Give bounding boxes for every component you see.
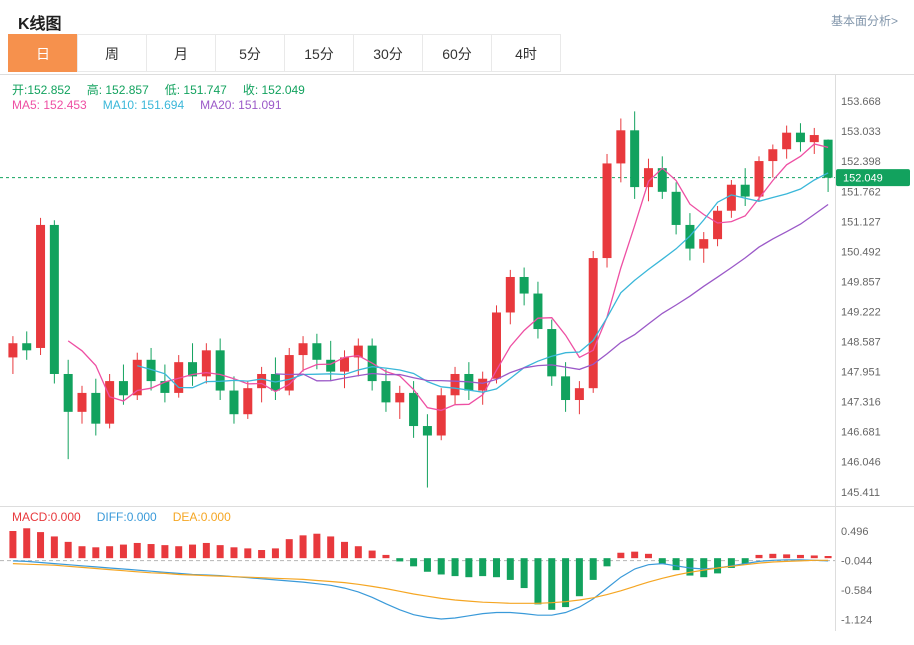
ma5-line: [67, 143, 829, 412]
widget-header: K线图 基本面分析>: [0, 0, 914, 33]
svg-text:152.049: 152.049: [843, 173, 883, 185]
tab-4hour[interactable]: 4时: [491, 34, 561, 72]
fundamental-analysis-link[interactable]: 基本面分析>: [830, 14, 898, 28]
price-axis-label: 147.951: [841, 367, 881, 379]
tab-30min[interactable]: 30分: [353, 34, 423, 72]
price-axis-label: 150.492: [841, 246, 881, 258]
price-axis-label: 149.857: [841, 276, 881, 288]
tab-day[interactable]: 日: [8, 34, 78, 72]
diff-line: [12, 559, 829, 620]
macd-axis-label: -1.124: [841, 614, 872, 626]
price-axis-label: 153.033: [841, 126, 881, 138]
ma10-line: [137, 172, 829, 393]
price-axis-label: 151.127: [841, 216, 881, 228]
price-axis-label: 148.587: [841, 336, 881, 348]
tab-month[interactable]: 月: [146, 34, 216, 72]
price-axis-label: 147.316: [841, 397, 881, 409]
macd-chart: 0.496 -0.044 -0.584 -1.124: [0, 506, 914, 631]
macd-axis-label: -0.584: [841, 585, 872, 597]
price-axis-label: 152.398: [841, 156, 881, 168]
macd-axis-label: 0.496: [841, 526, 869, 538]
price-axis-label: 145.411: [841, 487, 880, 499]
chart-area: 153.668 153.033 152.398 151.762 151.127 150.4…: [0, 74, 914, 631]
tab-60min[interactable]: 60分: [422, 34, 492, 72]
dea-line: [12, 559, 829, 604]
page-title: K线图: [18, 16, 62, 33]
tab-week[interactable]: 周: [77, 34, 147, 72]
price-axis-label: 146.046: [841, 457, 881, 469]
ma20-line: [275, 203, 829, 384]
macd-axis-label: -0.044: [841, 556, 872, 568]
current-price-badge: 152.049: [836, 169, 910, 187]
price-axis-label: 146.681: [841, 427, 881, 439]
price-axis-label: 151.762: [841, 186, 881, 198]
tab-5min[interactable]: 5分: [215, 34, 285, 72]
tab-15min[interactable]: 15分: [284, 34, 354, 72]
price-axis-label: 149.222: [841, 306, 881, 318]
timeframe-tabs: 日周月 5分 15分 30分 60分 4时: [0, 34, 914, 72]
price-chart: 153.668 153.033 152.398 151.762 151.127 150.4…: [0, 74, 914, 506]
price-axis-label: 153.668: [841, 96, 881, 108]
